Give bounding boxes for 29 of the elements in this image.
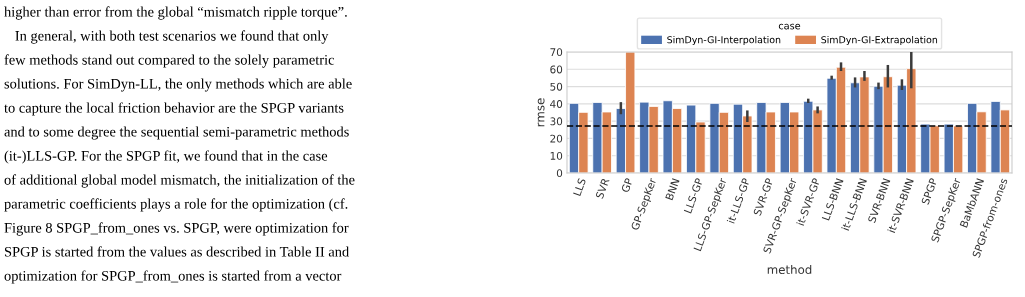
text: optimization for SPGP_from_ones is started from a vector	[4, 270, 342, 284]
text: higher than error from the global “mismatch ripple torque”.	[4, 6, 347, 20]
text: SPGP is started from the values as described in Table II and	[4, 246, 349, 257]
text: few methods stand out compared to the solely parametric	[4, 54, 335, 68]
text: to capture the local friction behavior are the SPGP variants	[4, 102, 344, 116]
legend-label: SimDyn-GI-Interpolation	[667, 35, 781, 46]
x-tick-label: LLS	[573, 177, 587, 197]
text: and to some degree the sequential semi-parametric methods	[4, 126, 349, 140]
legend-label: SimDyn-GI-Extrapolation	[821, 35, 938, 46]
x-axis-title: method	[767, 264, 812, 275]
y-tick-label: 0	[556, 169, 563, 178]
text: In general, with both test scenarios we found that only	[15, 30, 329, 44]
y-tick-label: 10	[550, 151, 563, 160]
y-tick-label: 70	[550, 48, 563, 57]
y-tick-label: 50	[550, 82, 563, 91]
text: solutions. For SimDyn-LL, the only methods which are able	[4, 78, 352, 92]
text: of additional global model mismatch, the initialization of the	[4, 174, 355, 188]
y-tick-label: 60	[550, 65, 563, 74]
text: parametric coefficients plays a role for the optimization (cf.	[4, 198, 348, 212]
y-tick-label: 20	[550, 134, 563, 143]
text: (it-)LLS-GP. For the SPGP fit, we found that in the case	[4, 150, 328, 164]
y-tick-label: 40	[550, 100, 563, 108]
x-tick-label: GP	[621, 177, 634, 193]
y-axis-title: rmse	[537, 98, 545, 127]
y-tick-label: 30	[550, 117, 563, 126]
x-tick-label: SVR	[595, 177, 610, 199]
caption: Figure 8 SPGP_from_ones vs. SPGP, were optimization for	[4, 222, 349, 236]
legend-title: case	[778, 23, 801, 30]
x-tick-label: BNN	[665, 178, 680, 201]
